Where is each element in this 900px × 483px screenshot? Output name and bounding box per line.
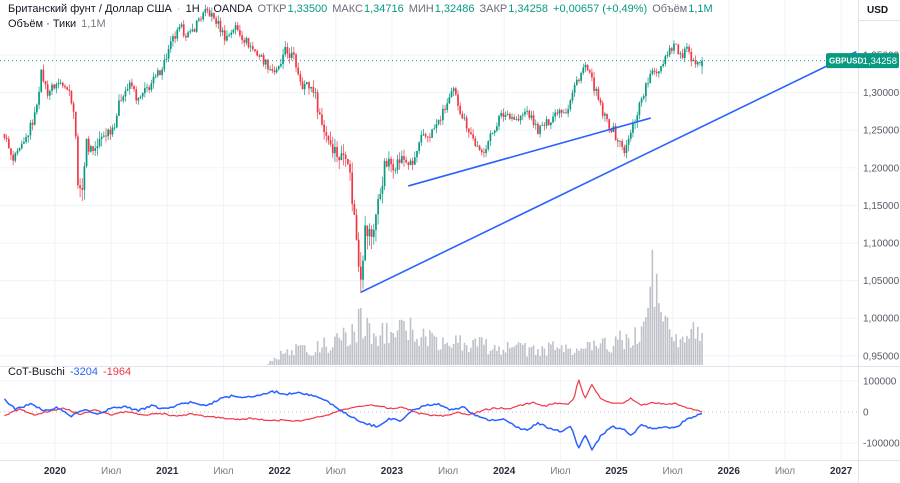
svg-text:Июл: Июл (101, 466, 121, 477)
grid-lines (0, 0, 858, 460)
exchange-label: OANDA (213, 3, 253, 15)
interval-label[interactable]: 1Н (185, 3, 200, 15)
candles (3, 4, 703, 294)
volume-value: 1,1М (688, 3, 713, 15)
low-value: 1,32486 (434, 3, 475, 15)
svg-text:2024: 2024 (493, 466, 516, 477)
svg-text:1,00000: 1,00000 (863, 314, 900, 325)
svg-text:1,05000: 1,05000 (863, 276, 900, 287)
svg-text:Июл: Июл (438, 466, 458, 477)
svg-text:1,10000: 1,10000 (863, 239, 900, 250)
svg-text:Июл: Июл (663, 466, 683, 477)
cot-red-value: -1964 (103, 366, 132, 378)
svg-text:1,30000: 1,30000 (863, 88, 900, 99)
high-label: МАКС (332, 3, 363, 15)
svg-text:Июл: Июл (213, 466, 233, 477)
price-axis[interactable] (858, 0, 900, 460)
low-label: МИН (408, 3, 434, 15)
svg-text:2022: 2022 (268, 466, 291, 477)
close-field: ЗАКР 1,34258 (480, 3, 549, 16)
trend-lines[interactable] (360, 51, 857, 293)
volume-bars (267, 249, 703, 365)
volume-indicator-value: 1,1М (81, 18, 106, 30)
time-axis-bg (0, 461, 900, 483)
currency-label: USD (867, 5, 888, 16)
legend-separator: · (204, 3, 209, 15)
price-axis-bg (858, 0, 900, 483)
svg-text:-100000: -100000 (863, 439, 900, 450)
change-value: +0,00657 (+0,49%) (553, 3, 648, 15)
cot-indicator-title[interactable]: CoT-Buschi (8, 366, 65, 378)
svg-text:2025: 2025 (605, 466, 628, 477)
cot-indicator-legend[interactable]: CoT-Buschi -3204 -1964 (8, 366, 131, 379)
svg-text:Июл: Июл (550, 466, 570, 477)
svg-text:1,20000: 1,20000 (863, 163, 900, 174)
svg-text:2020: 2020 (44, 466, 67, 477)
close-label: ЗАКР (479, 3, 508, 15)
svg-text:2021: 2021 (156, 466, 179, 477)
price-tag: GBPUSD 1,34258 (826, 53, 899, 69)
svg-text:2027: 2027 (830, 466, 853, 477)
time-axis-labels: 2020 Июл 2021 Июл 2022 Июл 2023 Июл 2024 Июл 2025 И… (44, 466, 853, 477)
price-tag-value: 1,34258 (863, 56, 897, 67)
svg-text:2026: 2026 (718, 466, 741, 477)
svg-text:1,15000: 1,15000 (863, 201, 900, 212)
cot-lines (3, 379, 703, 451)
cot-blue-value: -3204 (69, 366, 98, 378)
symbol-legend[interactable]: Британский фунт / Доллар США · 1Н · OAND… (8, 3, 713, 16)
legend-separator: · (176, 3, 181, 15)
svg-text:Июл: Июл (326, 466, 346, 477)
symbol-title[interactable]: Британский фунт / Доллар США (8, 3, 172, 15)
svg-text:1,25000: 1,25000 (863, 126, 900, 137)
time-axis[interactable] (0, 460, 858, 483)
volume-indicator-legend[interactable]: Объём · Тики 1,1М (8, 18, 106, 31)
svg-text:0,95000: 0,95000 (863, 351, 900, 362)
high-value: 1,34716 (363, 3, 404, 15)
svg-text:100000: 100000 (863, 377, 897, 388)
close-value: 1,34258 (508, 3, 549, 15)
svg-text:0: 0 (863, 408, 869, 419)
volume-indicator-title[interactable]: Объём · Тики (8, 18, 77, 30)
low-field: МИН 1,32486 (409, 3, 475, 16)
price-tag-symbol: GBPUSD (829, 57, 863, 66)
volume-field: Объём 1,1М (652, 3, 713, 16)
volume-label: Объём (652, 3, 688, 15)
svg-text:2023: 2023 (381, 466, 404, 477)
high-field: МАКС 1,34716 (332, 3, 404, 16)
svg-text:Июл: Июл (775, 466, 795, 477)
open-value: 1,33500 (287, 3, 328, 15)
open-field: ОТКР 1,33500 (257, 3, 327, 16)
open-label: ОТКР (257, 3, 287, 15)
